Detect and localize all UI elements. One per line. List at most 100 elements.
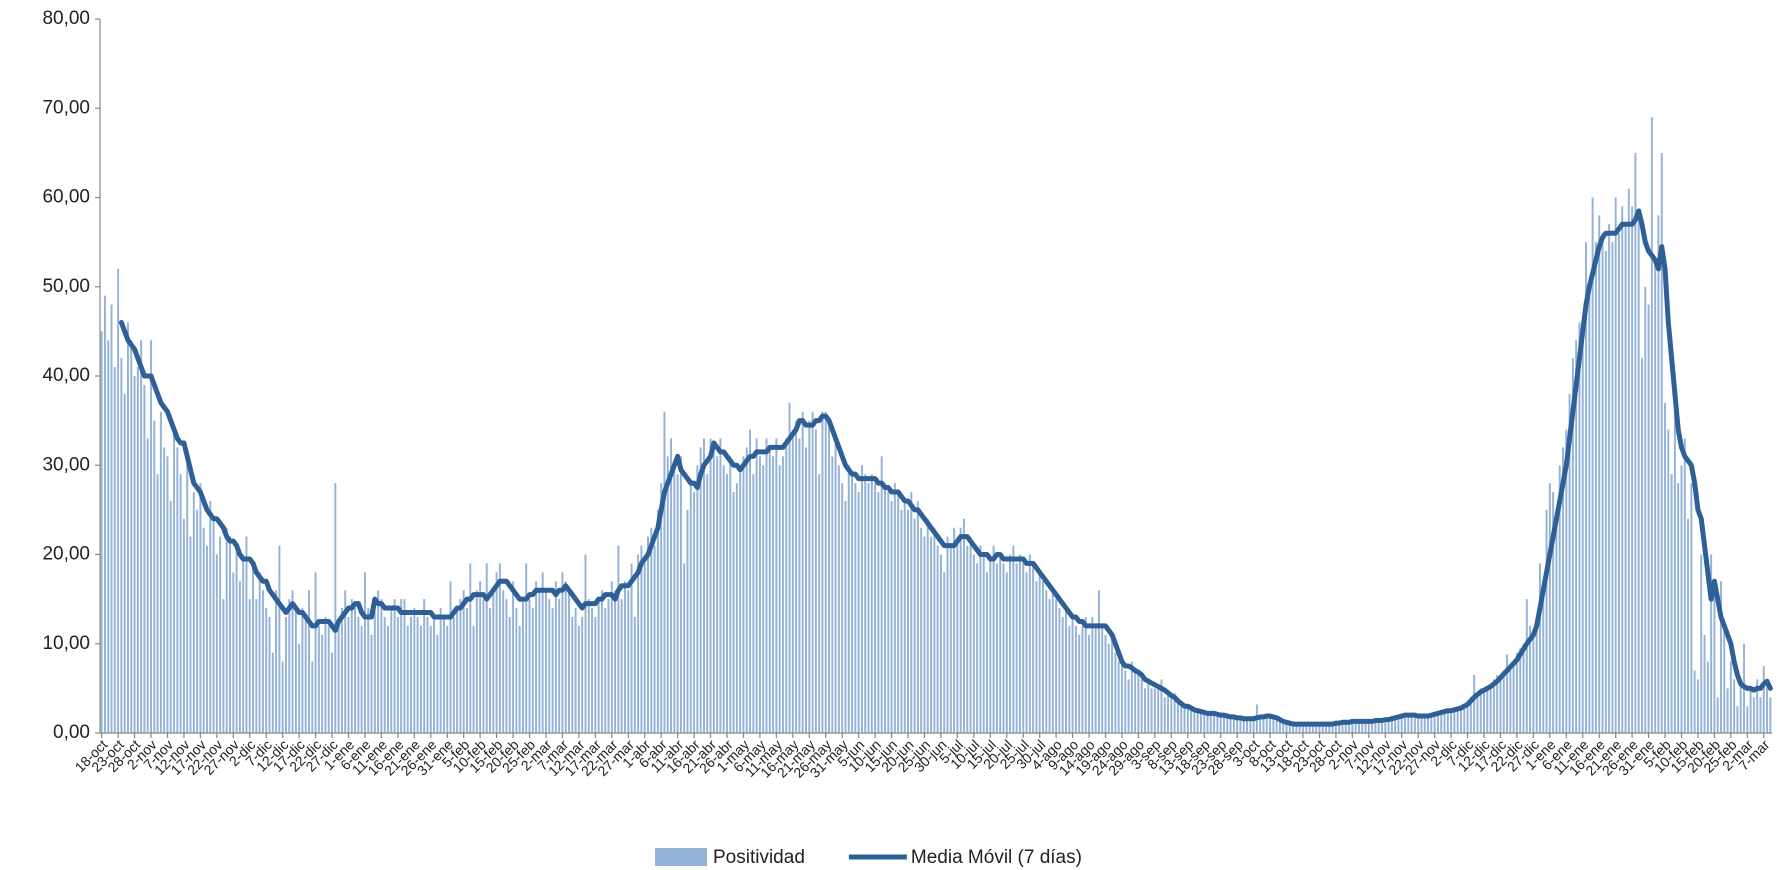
bar [1104, 634, 1107, 733]
bar [887, 492, 890, 733]
bar [643, 563, 646, 733]
bar [525, 563, 528, 733]
bar [390, 608, 393, 733]
bar [910, 492, 913, 733]
bar [1430, 714, 1433, 733]
bar [837, 465, 840, 733]
bar [278, 545, 281, 733]
bar [758, 456, 761, 733]
bar [785, 438, 788, 733]
bar [370, 634, 373, 733]
bar [913, 518, 916, 733]
bar [1032, 563, 1035, 733]
bar [1420, 716, 1423, 733]
bar [426, 616, 429, 733]
bar [1723, 625, 1726, 733]
bar [475, 590, 478, 733]
bar [492, 590, 495, 733]
bar [163, 447, 166, 733]
bar [1065, 608, 1067, 733]
bar [304, 616, 307, 733]
bar [1703, 634, 1706, 733]
bar [1384, 719, 1387, 733]
bar [696, 465, 699, 733]
bar [1634, 152, 1637, 733]
bar [133, 376, 136, 733]
bar [1140, 679, 1143, 733]
bar [1680, 465, 1683, 733]
bar [749, 429, 752, 733]
bar [1157, 688, 1160, 733]
bar [321, 634, 324, 733]
bar [1486, 690, 1489, 733]
bar [489, 608, 492, 733]
bar [113, 367, 116, 733]
bar [446, 625, 449, 733]
bar [215, 554, 218, 733]
bar [1344, 722, 1347, 733]
bar [1229, 716, 1232, 733]
bar [252, 563, 255, 733]
bar [159, 411, 162, 733]
legend-label: Media Móvil (7 días) [911, 847, 1082, 868]
bar [712, 447, 715, 733]
bar [1683, 438, 1686, 733]
bar [1624, 224, 1627, 733]
bar [1361, 721, 1364, 733]
bar [755, 438, 758, 733]
bar [1637, 215, 1640, 734]
bar [847, 465, 850, 733]
bar [512, 581, 515, 733]
bar [344, 590, 347, 733]
bar [1644, 286, 1647, 733]
bar [439, 608, 442, 733]
bar [314, 572, 317, 733]
bar [1621, 206, 1624, 734]
bar [854, 483, 857, 733]
bar [706, 474, 709, 733]
bar [1496, 674, 1499, 733]
bar [699, 447, 702, 733]
bar [1328, 724, 1331, 733]
bar [1015, 563, 1018, 733]
bar [936, 545, 939, 733]
bar [1555, 518, 1558, 733]
bar [1278, 720, 1281, 733]
bar [229, 536, 231, 733]
bar [1262, 717, 1265, 733]
bar [726, 474, 728, 733]
bar [1183, 706, 1186, 733]
bar [209, 500, 212, 733]
bar [1186, 708, 1189, 733]
bar [1532, 634, 1535, 733]
bar [600, 590, 603, 733]
bar [1196, 711, 1199, 733]
bar [1351, 721, 1354, 733]
bar [554, 581, 557, 733]
bar [1380, 721, 1383, 733]
bar [281, 661, 284, 733]
y-tick-label: 70,00 [42, 97, 90, 118]
bar [1246, 717, 1249, 733]
bar [1298, 723, 1301, 733]
bar [456, 608, 459, 733]
bar [1631, 206, 1634, 734]
y-tick-label: 0,00 [53, 722, 90, 743]
bar [1275, 718, 1278, 733]
bar [156, 474, 159, 733]
bar [1766, 679, 1769, 733]
bar [933, 527, 936, 733]
bar [452, 616, 455, 733]
bar [959, 527, 962, 733]
bar [1107, 643, 1110, 733]
bar [248, 599, 251, 733]
bar [1153, 688, 1156, 733]
bar [1617, 233, 1620, 733]
bar [146, 438, 149, 733]
bar [1733, 679, 1736, 733]
legend-label: Positividad [713, 847, 805, 868]
bar [558, 599, 561, 733]
bar [1272, 717, 1275, 733]
bar [946, 536, 949, 733]
